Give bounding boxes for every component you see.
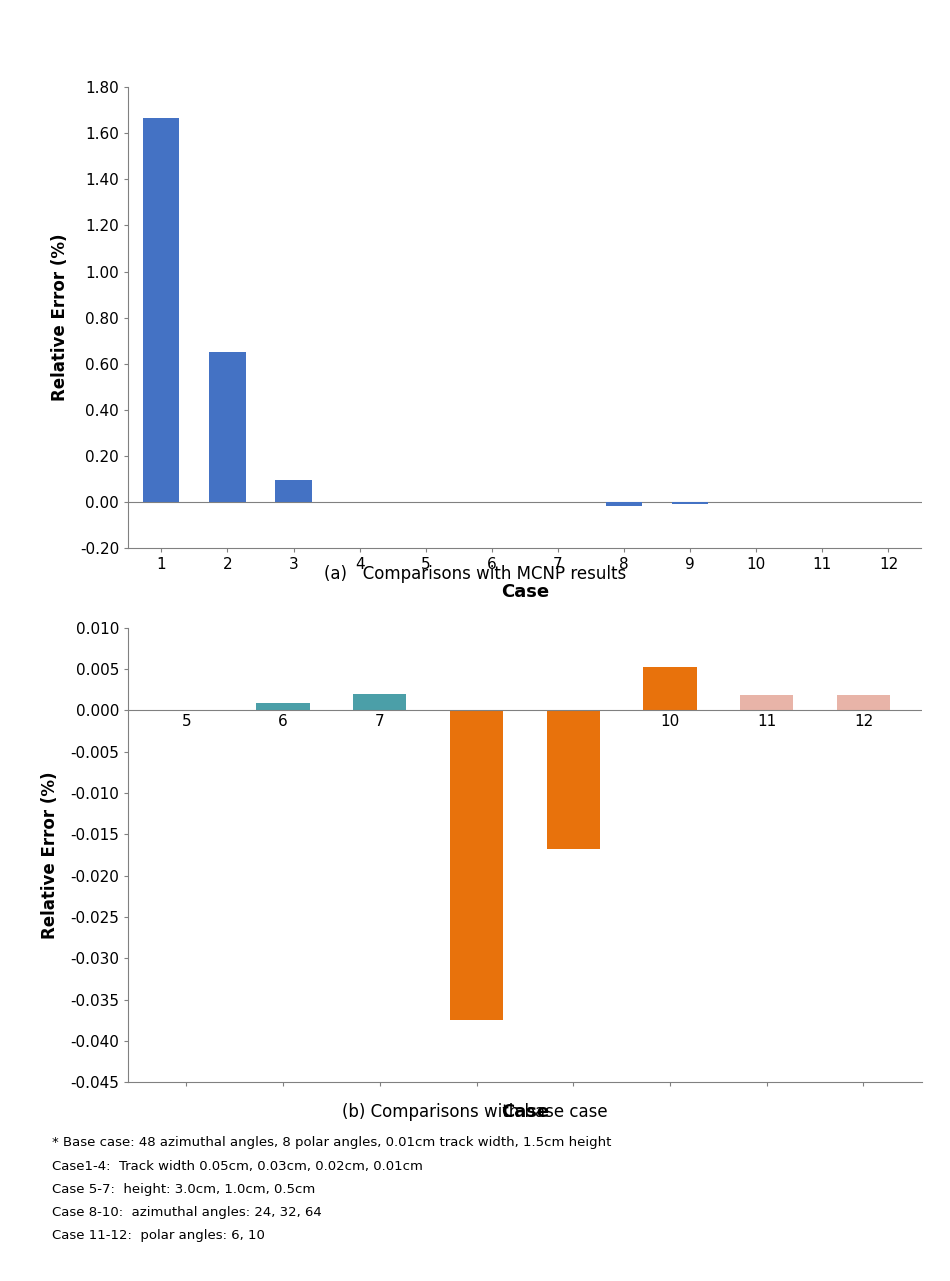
Bar [740, 696, 793, 711]
Text: Case1-4:  Track width 0.05cm, 0.03cm, 0.02cm, 0.01cm: Case1-4: Track width 0.05cm, 0.03cm, 0.0… [52, 1159, 423, 1172]
Text: Case 8-10:  azimuthal angles: 24, 32, 64: Case 8-10: azimuthal angles: 24, 32, 64 [52, 1205, 322, 1218]
Bar [643, 666, 696, 711]
Text: 11: 11 [757, 715, 776, 729]
Bar [353, 694, 407, 711]
Bar [143, 118, 180, 502]
X-axis label: Case: Case [501, 583, 549, 601]
Text: 6: 6 [278, 715, 288, 729]
Bar [672, 502, 709, 503]
Text: (b) Comparisons with base case: (b) Comparisons with base case [342, 1103, 608, 1121]
Bar [256, 703, 310, 711]
Bar [546, 711, 599, 849]
Text: 7: 7 [375, 715, 385, 729]
Text: * Base case: 48 azimuthal angles, 8 polar angles, 0.01cm track width, 1.5cm heig: * Base case: 48 azimuthal angles, 8 pola… [52, 1136, 612, 1149]
Text: Case 5-7:  height: 3.0cm, 1.0cm, 0.5cm: Case 5-7: height: 3.0cm, 1.0cm, 0.5cm [52, 1182, 315, 1195]
Text: 5: 5 [181, 715, 191, 729]
Bar [209, 351, 246, 502]
Text: 8: 8 [471, 694, 482, 710]
Text: (a)   Comparisons with MCNP results: (a) Comparisons with MCNP results [324, 565, 626, 583]
Bar [450, 711, 504, 1021]
Bar [837, 696, 890, 711]
Bar [276, 479, 312, 502]
Y-axis label: Relative Error (%): Relative Error (%) [51, 234, 68, 401]
Text: 10: 10 [660, 715, 679, 729]
Bar [606, 502, 642, 506]
X-axis label: Case: Case [501, 1103, 549, 1121]
Text: Case 11-12:  polar angles: 6, 10: Case 11-12: polar angles: 6, 10 [52, 1228, 265, 1241]
Y-axis label: Relative Error (%): Relative Error (%) [41, 771, 59, 939]
Text: 12: 12 [854, 715, 873, 729]
Text: 9: 9 [568, 694, 579, 710]
